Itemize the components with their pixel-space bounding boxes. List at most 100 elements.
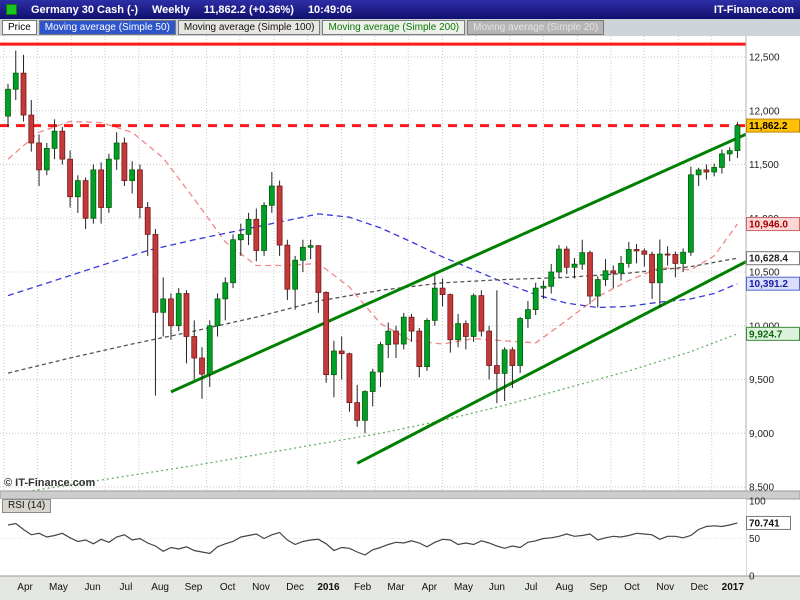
candle-down (393, 330, 399, 345)
timeframe-label: Weekly (151, 3, 190, 16)
x-axis-month-label: Oct (624, 582, 640, 593)
x-axis-month-label: Feb (354, 582, 372, 593)
price-chart[interactable]: 12,50012,00011,50011,00010,50010,0009,50… (0, 36, 800, 600)
candle-up (214, 298, 221, 327)
candle-up (680, 251, 686, 264)
candle-up (711, 167, 718, 173)
candle-up (206, 325, 213, 375)
candle-up (300, 246, 306, 261)
candle-down (486, 330, 492, 366)
candle-up (726, 150, 733, 155)
candle-up (113, 142, 120, 160)
candle-down (563, 248, 570, 268)
tab-price[interactable]: Price (2, 20, 37, 35)
y-tick-label: 12,500 (749, 53, 780, 64)
candle-down (408, 316, 415, 332)
candle-down (67, 158, 73, 198)
svg-text:9,924.7: 9,924.7 (749, 329, 783, 340)
candle-up (540, 285, 547, 289)
ascending-channel-lower[interactable] (356, 258, 753, 465)
panel-splitter[interactable] (0, 490, 800, 500)
tab-ma-simple-200[interactable]: Moving average (Simple 200) (322, 20, 466, 35)
candle-down (82, 180, 89, 219)
ascending-channel-upper[interactable] (170, 131, 753, 394)
candle-up (362, 391, 368, 421)
candle-down (28, 114, 35, 144)
candle-up (618, 263, 624, 274)
candle-up (51, 130, 58, 149)
rsi-line (7, 522, 738, 556)
candle-up (688, 174, 694, 253)
candle-down (672, 253, 679, 264)
candle-up (230, 239, 236, 284)
x-axis-month-label: 2017 (722, 582, 745, 593)
candle-up (525, 309, 531, 319)
candle-up (90, 169, 97, 219)
candle-down (191, 336, 198, 359)
svg-text:10,946.0: 10,946.0 (749, 220, 788, 231)
candle-up (400, 316, 407, 345)
candle-down (354, 402, 361, 421)
sma-20-value-badge: 10,946.0 (746, 217, 800, 232)
svg-text:11,862.2: 11,862.2 (749, 121, 788, 132)
symbol-title: Germany 30 Cash (-) (31, 3, 138, 16)
candle-up (12, 72, 19, 90)
tab-ma-simple-20[interactable]: Moving average (Simple 20) (467, 20, 605, 35)
candle-down (253, 218, 260, 251)
candle-down (199, 357, 205, 375)
tab-ma-simple-50[interactable]: Moving average (Simple 50) (38, 20, 176, 35)
x-axis-month-label: Nov (656, 582, 674, 593)
x-axis-month-label: Apr (422, 582, 438, 593)
rsi-panel[interactable] (0, 499, 746, 576)
time-axis-strip (0, 576, 800, 600)
candle-up (222, 282, 229, 300)
tab-ma-simple-100[interactable]: Moving average (Simple 100) (177, 20, 321, 35)
candle-down (276, 185, 283, 246)
svg-text:70.741: 70.741 (749, 518, 780, 529)
candle-down (509, 349, 516, 366)
x-axis-month-label: Oct (220, 582, 236, 593)
candle-down (121, 142, 128, 181)
x-axis-month-label: Aug (555, 582, 573, 593)
candle-up (501, 349, 508, 374)
y-tick-label: 10,500 (749, 268, 780, 279)
candle-down (447, 294, 454, 341)
brand-label: IT-Finance.com (713, 3, 794, 16)
candle-up (331, 350, 337, 376)
rsi-value-badge: 70.741 (746, 515, 791, 530)
candle-up (571, 263, 578, 268)
candle-down (416, 330, 423, 367)
candle-down (323, 292, 330, 376)
candle-up (602, 270, 609, 280)
last-price-badge: 11,862.2 (746, 118, 800, 133)
y-tick-label: 10,000 (749, 321, 780, 332)
rsi-indicator-label[interactable]: RSI (14) (2, 499, 52, 513)
candle-down (98, 169, 104, 208)
candle-up (261, 204, 267, 251)
app-icon (6, 4, 17, 15)
svg-text:10,628.4: 10,628.4 (749, 254, 788, 265)
x-axis-month-label: Dec (286, 582, 304, 593)
candle-up (369, 371, 376, 392)
candle-down (703, 169, 710, 173)
candle-up (594, 279, 601, 297)
candle-down (610, 270, 617, 274)
x-axis-month-label: May (454, 582, 473, 593)
candle-down (478, 295, 485, 332)
candle-down (649, 253, 655, 284)
candle-up (625, 249, 632, 264)
candle-up (106, 158, 112, 208)
candle-up (734, 125, 741, 152)
candlestick-series (5, 50, 741, 434)
candle-down (59, 130, 66, 160)
candle-down (346, 353, 353, 403)
sma-100-value-badge: 10,628.4 (746, 251, 800, 266)
rsi-tick-label: 0 (749, 572, 755, 583)
candle-up (431, 287, 438, 321)
y-tick-label: 8,500 (749, 483, 774, 494)
x-axis-month-label: Sep (185, 582, 203, 593)
candle-down (36, 142, 42, 171)
sma-200-value-badge: 9,924.7 (746, 326, 800, 341)
x-axis-month-label: Aug (151, 582, 169, 593)
svg-text:10,391.2: 10,391.2 (749, 279, 788, 290)
